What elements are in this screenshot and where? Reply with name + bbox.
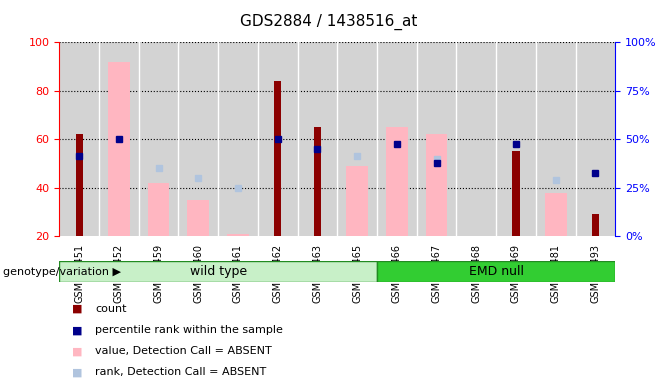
- Bar: [108, 62, 130, 236]
- Bar: [377, 42, 417, 236]
- Text: wild type: wild type: [190, 265, 247, 278]
- Bar: [386, 127, 408, 236]
- Bar: [188, 200, 209, 236]
- Bar: [536, 42, 576, 236]
- Bar: [592, 214, 599, 236]
- Bar: [496, 42, 536, 236]
- Bar: [337, 42, 377, 236]
- Bar: [274, 81, 281, 236]
- Bar: [218, 42, 258, 236]
- Text: value, Detection Call = ABSENT: value, Detection Call = ABSENT: [95, 346, 272, 356]
- Text: ■: ■: [72, 367, 83, 377]
- Bar: [59, 261, 377, 282]
- Text: count: count: [95, 304, 127, 314]
- Bar: [457, 42, 496, 236]
- Text: rank, Detection Call = ABSENT: rank, Detection Call = ABSENT: [95, 367, 266, 377]
- Bar: [258, 42, 297, 236]
- Text: EMD null: EMD null: [468, 265, 524, 278]
- Bar: [59, 42, 99, 236]
- Bar: [99, 42, 139, 236]
- Bar: [76, 134, 83, 236]
- Bar: [139, 42, 178, 236]
- Text: GDS2884 / 1438516_at: GDS2884 / 1438516_at: [240, 13, 418, 30]
- Bar: [576, 42, 615, 236]
- Bar: [227, 234, 249, 236]
- Bar: [513, 151, 520, 236]
- Text: percentile rank within the sample: percentile rank within the sample: [95, 325, 284, 335]
- Bar: [417, 42, 457, 236]
- Bar: [377, 261, 615, 282]
- Text: genotype/variation ▶: genotype/variation ▶: [3, 267, 121, 277]
- Bar: [545, 192, 567, 236]
- Bar: [346, 166, 368, 236]
- Bar: [297, 42, 337, 236]
- Bar: [314, 127, 321, 236]
- Text: ■: ■: [72, 304, 83, 314]
- Bar: [147, 183, 169, 236]
- Bar: [426, 134, 447, 236]
- Text: ■: ■: [72, 346, 83, 356]
- Text: ■: ■: [72, 325, 83, 335]
- Bar: [178, 42, 218, 236]
